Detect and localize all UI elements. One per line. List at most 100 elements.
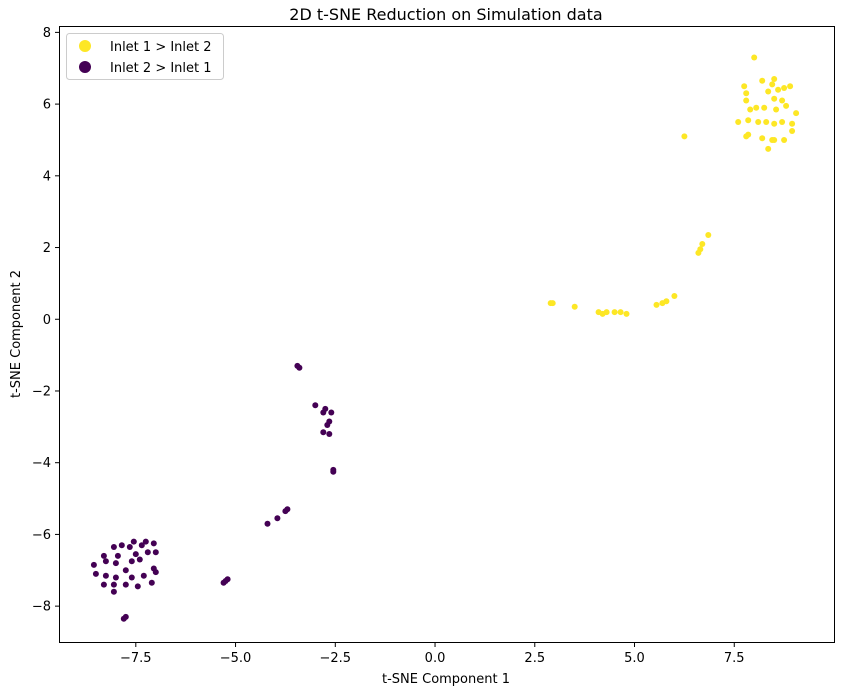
x-tick-label: 0.0	[425, 651, 446, 666]
data-point	[111, 544, 117, 550]
data-point	[101, 582, 107, 588]
data-point	[153, 569, 159, 575]
data-point	[789, 128, 795, 134]
data-point	[735, 119, 741, 125]
x-tick-label: −7.5	[120, 651, 152, 666]
y-tick-label: −2	[32, 384, 51, 399]
data-point	[91, 562, 97, 568]
data-point	[743, 90, 749, 96]
data-point	[765, 89, 771, 95]
data-point	[783, 103, 789, 109]
data-point	[773, 107, 779, 113]
data-point	[135, 583, 141, 589]
data-point	[612, 309, 618, 315]
data-point	[751, 55, 757, 61]
data-point	[699, 241, 705, 247]
data-point	[326, 431, 332, 437]
data-point	[779, 119, 785, 125]
data-point	[129, 558, 135, 564]
data-point	[221, 580, 227, 586]
x-tick-label: 5.0	[624, 651, 645, 666]
data-point	[145, 549, 151, 555]
data-point	[101, 553, 107, 559]
y-tick-label: 2	[43, 241, 51, 256]
data-point	[103, 573, 109, 579]
data-point	[765, 146, 771, 152]
data-point	[320, 410, 326, 416]
data-point	[284, 506, 290, 512]
data-point	[781, 85, 787, 91]
data-point	[789, 121, 795, 127]
data-point	[93, 571, 99, 577]
y-tick-label: 0	[43, 313, 51, 328]
data-point	[671, 293, 677, 299]
data-point	[151, 540, 157, 546]
data-point	[123, 582, 129, 588]
y-tick-label: −4	[32, 456, 51, 471]
data-point	[550, 300, 556, 306]
x-axis-label: t-SNE Component 1	[382, 672, 510, 687]
data-point	[133, 551, 139, 557]
y-tick-label: −8	[32, 600, 51, 615]
x-tick-label: 2.5	[524, 651, 545, 666]
data-point	[771, 137, 777, 143]
data-point	[103, 558, 109, 564]
data-point	[121, 616, 127, 622]
data-point	[139, 542, 145, 548]
data-point	[779, 98, 785, 104]
data-point	[787, 83, 793, 89]
data-point	[320, 429, 326, 435]
chart-title: 2D t-SNE Reduction on Simulation data	[289, 5, 602, 24]
data-point	[743, 98, 749, 104]
data-point	[695, 250, 701, 256]
data-point	[129, 575, 135, 581]
data-point	[771, 121, 777, 127]
data-point	[618, 309, 624, 315]
data-point	[137, 557, 143, 563]
data-point	[705, 232, 711, 238]
data-point	[265, 521, 271, 527]
y-tick-label: −6	[32, 528, 51, 543]
data-point	[759, 135, 765, 141]
data-point	[745, 117, 751, 123]
data-point	[681, 133, 687, 139]
x-tick-label: −2.5	[319, 651, 351, 666]
plot-area-frame	[60, 27, 835, 643]
data-point	[741, 83, 747, 89]
data-point	[328, 410, 334, 416]
data-point	[781, 137, 787, 143]
data-point	[769, 81, 775, 87]
data-point	[759, 78, 765, 84]
data-point	[324, 422, 330, 428]
legend-marker	[79, 40, 91, 52]
data-point	[113, 560, 119, 566]
data-point	[111, 589, 117, 595]
y-axis-label: t-SNE Component 2	[9, 270, 24, 398]
data-point	[624, 311, 630, 317]
data-point	[793, 110, 799, 116]
data-point	[127, 544, 133, 550]
data-point	[763, 119, 769, 125]
points-layer	[91, 55, 799, 622]
x-tick-label: −5.0	[220, 651, 252, 666]
data-point	[755, 119, 761, 125]
data-point	[761, 105, 767, 111]
data-point	[659, 300, 665, 306]
data-point	[115, 553, 121, 559]
data-point	[119, 542, 125, 548]
data-point	[753, 105, 759, 111]
data-point	[131, 539, 137, 545]
data-point	[141, 573, 147, 579]
data-point	[771, 96, 777, 102]
data-point	[274, 515, 280, 521]
legend-label: Inlet 1 > Inlet 2	[110, 40, 212, 55]
data-point	[596, 309, 602, 315]
data-point	[149, 580, 155, 586]
data-point	[572, 304, 578, 310]
data-point	[743, 133, 749, 139]
y-tick-label: 6	[43, 98, 51, 113]
data-point	[775, 87, 781, 93]
data-point	[330, 469, 336, 475]
data-point	[153, 549, 159, 555]
